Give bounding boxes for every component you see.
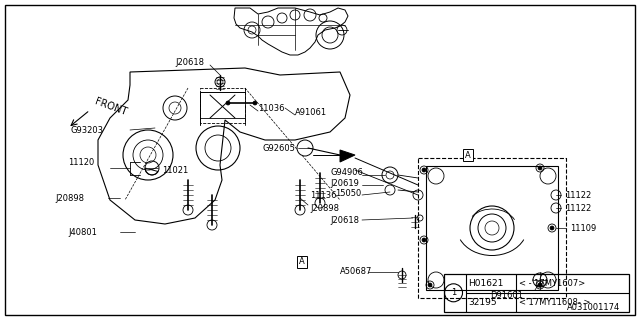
Polygon shape [340,150,355,162]
Text: A91061: A91061 [295,108,327,116]
Bar [426,166,558,290]
Text: D91601: D91601 [490,291,523,300]
Text: 11122: 11122 [565,204,591,212]
Circle shape [428,283,432,287]
Bar [200,88,245,123]
Circle shape [297,140,313,156]
Text: J20898: J20898 [55,194,84,203]
Text: A50687: A50687 [340,268,372,276]
Ellipse shape [159,122,177,134]
Text: G92605: G92605 [262,143,295,153]
Text: < -’17MY1607>: < -’17MY1607> [518,279,585,288]
Circle shape [422,168,426,172]
Circle shape [422,238,426,242]
Text: 11109: 11109 [570,223,596,233]
Text: 1: 1 [451,288,456,297]
Text: 11136: 11136 [310,190,337,199]
Text: A031001174: A031001174 [567,303,620,313]
Circle shape [550,226,554,230]
Circle shape [226,101,230,105]
Text: A: A [465,150,471,159]
Polygon shape [234,8,348,55]
Text: J20898: J20898 [310,204,339,212]
Text: FRONT: FRONT [93,97,128,117]
Text: 15050: 15050 [335,188,361,197]
Text: 11122: 11122 [565,190,591,199]
Text: A: A [299,258,305,267]
Text: G94906: G94906 [330,167,363,177]
Text: J20618: J20618 [175,58,204,67]
Text: J20618: J20618 [330,215,359,225]
Circle shape [538,283,542,287]
Text: 11120: 11120 [68,157,94,166]
Text: 32195: 32195 [468,298,497,307]
Text: G93203: G93203 [70,125,103,134]
Text: H01621: H01621 [468,279,504,288]
Text: <’17MY11608- >: <’17MY11608- > [518,298,590,307]
Ellipse shape [162,124,174,132]
Bar [418,158,566,298]
Polygon shape [98,68,350,224]
Bar [444,274,629,312]
Circle shape [538,166,542,170]
Circle shape [253,101,257,105]
Text: J20619: J20619 [330,179,359,188]
Text: 11036: 11036 [258,103,285,113]
Text: J40801: J40801 [68,228,97,236]
Text: 11021: 11021 [162,165,188,174]
